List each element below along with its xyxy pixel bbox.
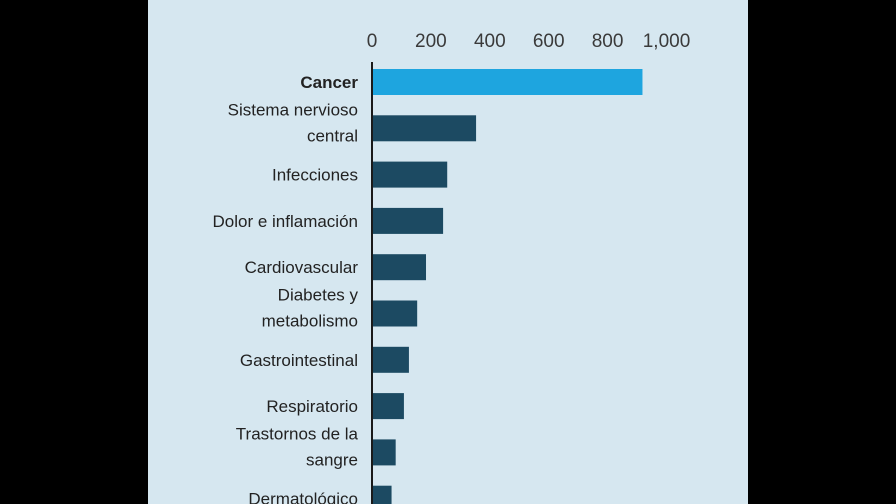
category-label: Dermatológico [248, 490, 358, 504]
category-label: Diabetes y [278, 286, 359, 305]
x-tick-label: 200 [415, 31, 447, 52]
bar [373, 254, 427, 281]
bar [373, 439, 396, 466]
category-label: Gastrointestinal [240, 351, 358, 370]
bar [373, 300, 418, 327]
bar [373, 69, 643, 95]
category-label: Sistema nervioso [228, 100, 358, 119]
x-tick-label: 600 [533, 31, 565, 52]
bar [373, 485, 392, 504]
category-label: Trastornos de la [236, 424, 359, 443]
bar [373, 393, 404, 420]
bar [373, 161, 448, 188]
category-label: Cardiovascular [245, 258, 359, 277]
bar-chart: 0 200 400 600 800 1,000 Cancer Sistema nervioso… [212, 31, 691, 504]
category-label: Infecciones [272, 166, 358, 185]
bar [373, 207, 444, 234]
category-label: central [307, 126, 358, 145]
x-tick-label: 800 [592, 31, 624, 52]
chart-panel: 0 200 400 600 800 1,000 Cancer Sistema nervioso… [148, 0, 748, 504]
bar [373, 346, 409, 373]
x-tick-label: 400 [474, 31, 506, 52]
category-label: metabolismo [262, 312, 358, 331]
category-label: Cancer [300, 73, 358, 92]
category-label: Respiratorio [266, 397, 358, 416]
x-tick-label: 1,000 [643, 31, 691, 52]
bar [373, 115, 477, 142]
x-tick-label: 0 [367, 31, 378, 52]
category-label: Dolor e inflamación [212, 212, 358, 231]
category-label: sangre [306, 450, 358, 469]
